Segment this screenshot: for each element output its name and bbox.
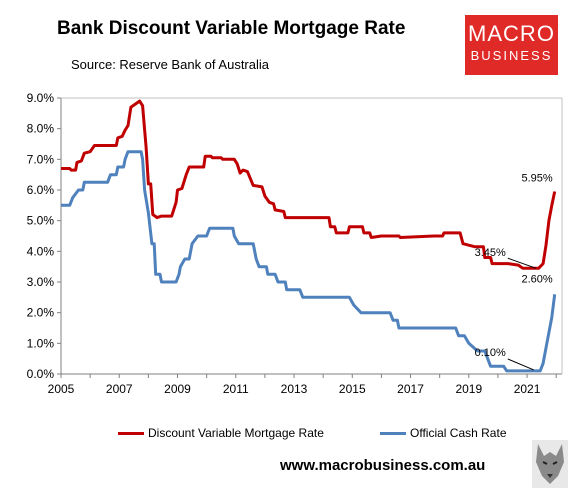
cash-rate-line [61, 150, 557, 373]
y-tick-label: 7.0% [27, 152, 55, 166]
legend-swatch-cash-rate [380, 431, 406, 435]
y-tick-label: 5.0% [27, 214, 55, 228]
line-chart: 0.0% 1.0% 2.0% 3.0% 4.0% 5.0% 6.0% 7.0% 8.0% 9.0%… [27, 91, 563, 396]
chart-title: Bank Discount Variable Mortgage Rate [57, 18, 406, 39]
x-tick-label: 2011 [223, 382, 249, 396]
x-tick-label: 2021 [514, 382, 541, 396]
annotation-cash-current: 2.60% [522, 273, 553, 285]
y-tick-label: 9.0% [27, 91, 55, 105]
x-tick-label: 2005 [48, 382, 75, 396]
x-tick-label: 2015 [339, 382, 366, 396]
y-tick-label: 4.0% [27, 244, 55, 258]
annotation-mortgage-low-pointer [507, 257, 536, 269]
y-tick-label: 8.0% [27, 122, 55, 136]
macrobusiness-logo: MACRO BUSINESS [465, 15, 558, 75]
y-tick-label: 1.0% [27, 336, 55, 350]
wolf-mascot-icon [532, 440, 568, 488]
y-tick-label: 3.0% [27, 275, 55, 289]
chart-source: Source: Reserve Bank of Australia [71, 57, 269, 72]
mortgage-rate-line [61, 99, 557, 270]
logo-line-1: MACRO [468, 21, 555, 46]
legend-swatch-mortgage [118, 431, 144, 435]
legend-item-cash-rate: Official Cash Rate [380, 426, 507, 440]
annotation-mortgage-low: 3.45% [475, 247, 506, 259]
legend-label-cash-rate: Official Cash Rate [410, 426, 507, 440]
x-tick-label: 2019 [455, 382, 482, 396]
x-tick-label: 2017 [397, 382, 424, 396]
x-tick-label: 2007 [106, 382, 133, 396]
annotation-mortgage-current: 5.95% [522, 173, 553, 185]
logo-line-2: BUSINESS [470, 48, 553, 63]
y-tick-label: 0.0% [27, 367, 55, 381]
footer-url: www.macrobusiness.com.au [280, 457, 486, 474]
x-tick-label: 2009 [164, 382, 191, 396]
legend-item-mortgage: Discount Variable Mortgage Rate [118, 426, 324, 440]
x-tick-label: 2013 [281, 382, 308, 396]
annotation-cash-low-pointer [507, 358, 534, 371]
annotation-cash-low: 0.10% [475, 347, 506, 359]
y-tick-label: 2.0% [27, 306, 55, 320]
y-tick-label: 6.0% [27, 183, 55, 197]
legend-label-mortgage: Discount Variable Mortgage Rate [148, 426, 324, 440]
